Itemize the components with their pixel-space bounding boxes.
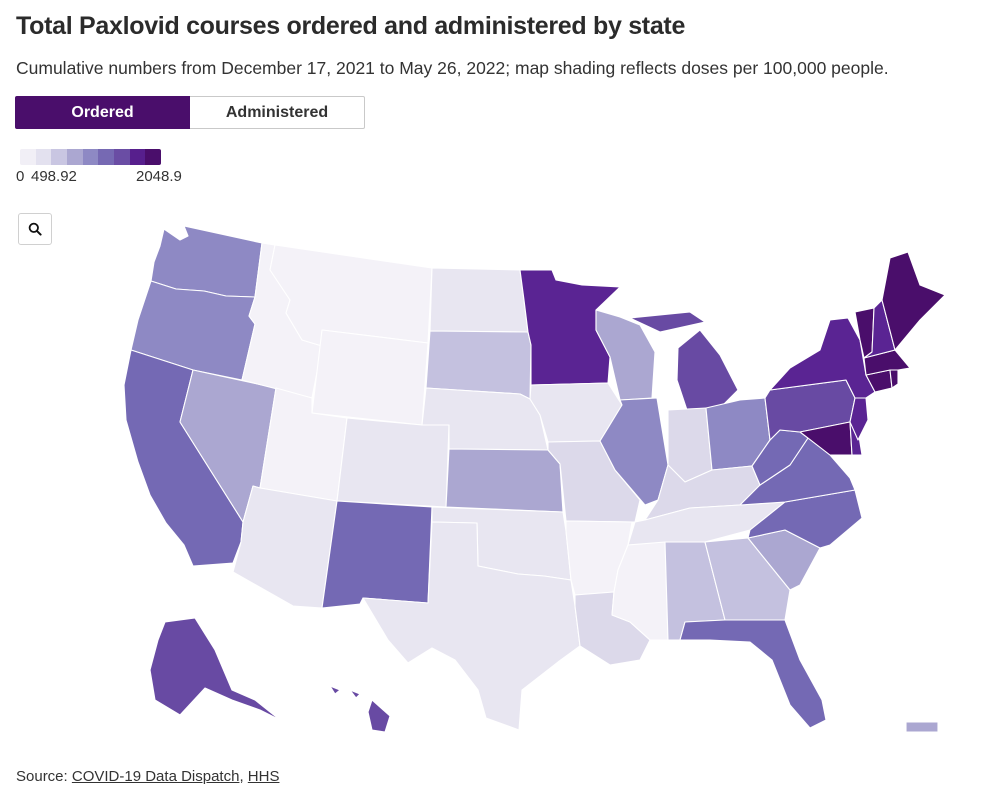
state-nd[interactable] — [429, 267, 529, 333]
state-fl[interactable] — [679, 619, 827, 729]
state-il[interactable] — [599, 397, 669, 506]
source-link-hhs[interactable]: HHS — [247, 768, 280, 785]
chart-title: Total Paxlovid courses ordered and admin… — [16, 12, 686, 40]
ordered-button[interactable]: Ordered — [15, 96, 190, 129]
chart-subtitle: Cumulative numbers from December 17, 202… — [16, 58, 889, 78]
state-tx[interactable] — [362, 521, 581, 731]
legend-mid-label: 498.92 — [31, 168, 77, 185]
state-wy[interactable] — [311, 329, 429, 426]
legend-swatch — [98, 149, 115, 165]
source-prefix: Source: — [16, 768, 72, 785]
administered-button[interactable]: Administered — [190, 96, 365, 129]
search-icon — [28, 222, 42, 236]
state-ri[interactable] — [889, 369, 899, 389]
state-ny[interactable] — [769, 317, 876, 399]
state-pr[interactable] — [905, 721, 939, 733]
source-link-covid-data-dispatch[interactable]: COVID-19 Data Dispatch — [71, 768, 240, 785]
legend-swatch — [20, 149, 36, 165]
state-nj[interactable] — [849, 397, 869, 441]
state-mt[interactable] — [269, 244, 433, 347]
state-me[interactable] — [881, 251, 946, 351]
state-az[interactable] — [232, 485, 338, 609]
legend-swatch — [129, 149, 146, 165]
us-state-map — [123, 225, 946, 733]
state-ks[interactable] — [445, 448, 564, 513]
legend-swatch — [35, 149, 52, 165]
state-nh[interactable] — [863, 299, 896, 359]
legend-swatch — [67, 149, 83, 165]
zoom-button[interactable] — [18, 213, 52, 245]
legend-swatch — [145, 149, 161, 165]
legend-min-label: 0 — [16, 168, 25, 185]
legend-swatch — [51, 149, 68, 165]
state-hi[interactable] — [329, 685, 391, 733]
source-separator: , — [239, 768, 248, 785]
legend-max-label: 2048.9 — [136, 168, 182, 185]
state-co[interactable] — [336, 417, 450, 508]
state-ak[interactable] — [149, 617, 281, 721]
source-line: Source: COVID-19 Data Dispatch, HHS — [16, 768, 279, 785]
legend-swatch — [82, 149, 99, 165]
view-toggle: Ordered Administered — [15, 96, 365, 129]
state-ga[interactable] — [704, 537, 791, 621]
legend-swatch — [114, 149, 130, 165]
state-nm[interactable] — [321, 500, 433, 609]
state-md[interactable] — [799, 421, 853, 456]
color-legend — [20, 149, 161, 165]
state-mi[interactable] — [629, 311, 739, 411]
